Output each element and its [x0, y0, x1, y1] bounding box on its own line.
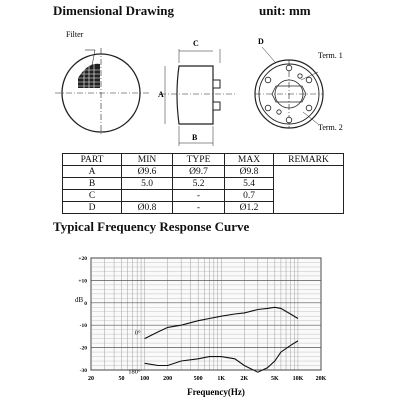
series-label-0: 0°	[135, 330, 141, 337]
back-view: D Term. 1 Term. 2	[254, 37, 343, 132]
side-view: C A B	[158, 39, 235, 146]
unit-label: unit: mm	[259, 3, 311, 18]
term1-label: Term. 1	[318, 51, 343, 60]
dimensional-drawing: Filter C A B D	[55, 30, 343, 146]
y-tick-label: -30	[80, 368, 88, 374]
x-tick-label: 20	[88, 376, 94, 382]
series-label-1: 180°	[128, 368, 141, 375]
x-tick-label: 100	[140, 376, 149, 382]
term2-label: Term. 2	[318, 123, 343, 132]
y-tick-label: -10	[80, 323, 88, 329]
x-tick-label: 1K	[217, 376, 225, 382]
cell-remark	[273, 165, 344, 214]
y-tick-label: +10	[78, 278, 87, 284]
dim-label-a: A	[158, 90, 164, 99]
x-tick-label: 5K	[271, 376, 279, 382]
spec-table: PART MIN TYPE MAX REMARK A Ø9.6 Ø9.7 Ø9.…	[62, 153, 344, 214]
table-row: A Ø9.6 Ø9.7 Ø9.8	[62, 165, 344, 214]
section-title-frequency-response: Typical Frequency Response Curve	[53, 219, 250, 234]
x-axis-label: Frequency(Hz)	[187, 387, 245, 397]
table-header-row: PART MIN TYPE MAX REMARK	[62, 153, 344, 166]
dim-label-b: B	[192, 133, 198, 142]
y-tick-label: 0	[84, 301, 87, 307]
x-tick-label: 2K	[240, 376, 248, 382]
front-view: Filter	[55, 30, 150, 136]
series-line-1	[144, 340, 299, 373]
table-row: D Ø0.8 - Ø1.2	[62, 201, 344, 214]
dim-label-c: C	[193, 39, 199, 48]
x-tick-label: 10K	[293, 376, 304, 382]
x-tick-label: 200	[163, 376, 172, 382]
cell-min: Ø0.8	[121, 201, 173, 214]
cell-part: D	[62, 201, 122, 214]
x-tick-label: 50	[119, 376, 125, 382]
x-tick-label: 500	[194, 376, 203, 382]
series-line-0	[144, 306, 299, 340]
cell-max: Ø1.2	[224, 201, 274, 214]
plot-area	[90, 257, 322, 371]
cell-type: -	[172, 201, 225, 214]
section-title-dimensional-drawing: Dimensional Drawing	[53, 3, 174, 18]
y-axis-label: dB	[75, 296, 84, 304]
y-tick-label: +20	[78, 256, 87, 262]
dim-label-d: D	[258, 37, 264, 46]
filter-label: Filter	[66, 30, 84, 39]
x-tick-label: 20K	[316, 376, 327, 382]
y-tick-label: -20	[80, 346, 88, 352]
